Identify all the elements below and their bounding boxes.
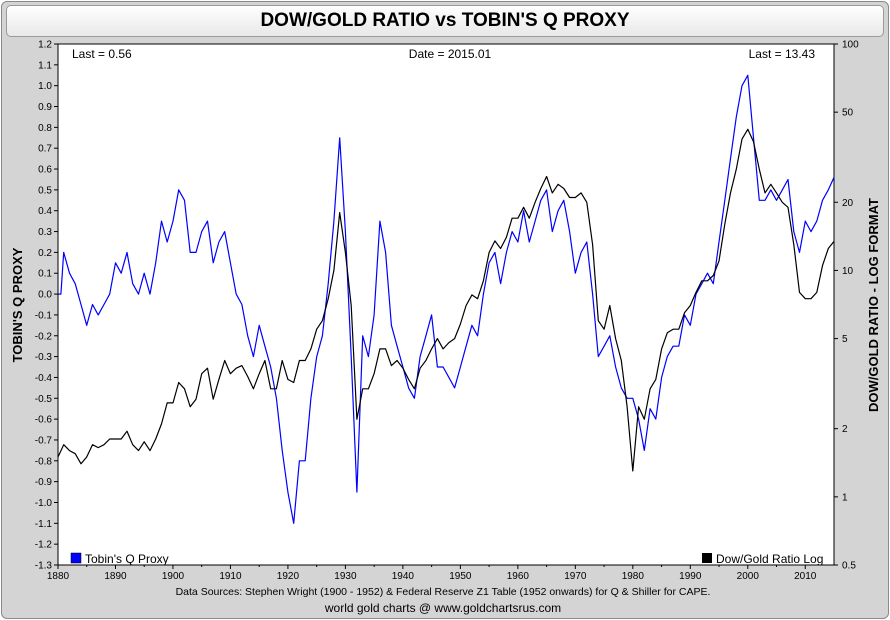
- chart-title: DOW/GOLD RATIO vs TOBIN'S Q PROXY: [260, 10, 630, 31]
- left-tick-label: -0.6: [35, 415, 53, 426]
- date-annotation: Date = 2015.01: [409, 47, 492, 61]
- left-tick-label: 0.2: [38, 248, 52, 259]
- right-tick-label: 0.5: [842, 561, 856, 572]
- left-tick-label: -1.1: [35, 519, 53, 530]
- left-tick-label: -0.2: [35, 331, 53, 342]
- x-tick-label: 2010: [794, 571, 817, 582]
- x-tick-label: 1990: [679, 571, 702, 582]
- left-tick-label: -0.5: [35, 394, 53, 405]
- left-tick-label: -1.3: [35, 561, 53, 572]
- title-bar: DOW/GOLD RATIO vs TOBIN'S Q PROXY: [6, 5, 884, 37]
- right-tick-label: 100: [842, 40, 859, 51]
- last-value-left: Last = 0.56: [72, 47, 132, 61]
- x-tick-label: 1980: [622, 571, 645, 582]
- x-tick-label: 1890: [104, 571, 127, 582]
- legend-label-dowgold: Dow/Gold Ratio Log: [716, 552, 823, 566]
- left-tick-label: 0.4: [38, 206, 52, 217]
- left-tick-label: 0.8: [38, 123, 52, 134]
- x-tick-label: 1930: [334, 571, 357, 582]
- right-tick-label: 1: [842, 492, 848, 503]
- left-tick-label: 0.6: [38, 165, 52, 176]
- right-axis: 100 50 20 10 5 2 1 0.5: [834, 40, 859, 572]
- legend-label-tobin: Tobin's Q Proxy: [85, 552, 169, 566]
- x-tick-label: 1950: [449, 571, 472, 582]
- left-tick-label: -0.7: [35, 435, 53, 446]
- left-tick-label: 0.5: [38, 185, 52, 196]
- left-tick-label: 0.3: [38, 227, 52, 238]
- left-tick-label: -0.4: [35, 373, 53, 384]
- left-tick-label: -1.0: [35, 498, 53, 509]
- plot-area: [57, 43, 835, 566]
- dow-gold-line: [57, 128, 835, 472]
- left-axis-label: TOBIN'S Q PROXY: [10, 247, 25, 362]
- left-tick-label: -0.1: [35, 310, 53, 321]
- legend-swatch-dowgold: [702, 553, 712, 563]
- x-tick-label: 2000: [737, 571, 760, 582]
- x-tick-label: 1880: [47, 571, 70, 582]
- left-tick-label: 0.9: [38, 102, 52, 113]
- left-axis: 1.2 1.1 1.0 0.9 0.8 0.7 0.6 0.5 0.4 0.3 0.2 0.1 0.0 -…: [35, 40, 58, 572]
- x-axis: 1880 1890 1900 1910 1920 1930 1940 1950 1960 1970…: [47, 565, 817, 582]
- left-tick-label: 0.1: [38, 269, 52, 280]
- x-tick-label: 1960: [507, 571, 530, 582]
- right-tick-label: 20: [842, 198, 854, 209]
- right-tick-label: 50: [842, 108, 854, 119]
- x-tick-label: 1900: [162, 571, 185, 582]
- left-tick-label: -0.8: [35, 456, 53, 467]
- left-tick-label: -1.2: [35, 540, 53, 551]
- right-tick-label: 2: [842, 424, 848, 435]
- last-value-right: Last = 13.43: [749, 47, 816, 61]
- x-tick-label: 1910: [219, 571, 242, 582]
- left-tick-label: -0.9: [35, 477, 53, 488]
- right-tick-label: 10: [842, 266, 854, 277]
- series-lines: [57, 74, 835, 524]
- legend-swatch-tobin: [70, 552, 82, 564]
- left-tick-label: 0.7: [38, 144, 52, 155]
- left-tick-label: -0.3: [35, 352, 53, 363]
- data-sources-note: Data Sources: Stephen Wright (1900 - 195…: [175, 586, 711, 598]
- credit-line: world gold charts @ www.goldchartsrus.co…: [324, 601, 562, 615]
- left-tick-label: 1.2: [38, 40, 52, 51]
- x-tick-label: 1970: [564, 571, 587, 582]
- right-tick-label: 5: [842, 334, 848, 345]
- x-tick-label: 1940: [392, 571, 415, 582]
- left-tick-label: 1.0: [38, 81, 52, 92]
- left-tick-label: 1.1: [38, 60, 52, 71]
- right-axis-label: DOW/GOLD RATIO - LOG FORMAT: [866, 198, 881, 412]
- left-tick-label: 0.0: [38, 290, 52, 301]
- x-tick-label: 1920: [277, 571, 300, 582]
